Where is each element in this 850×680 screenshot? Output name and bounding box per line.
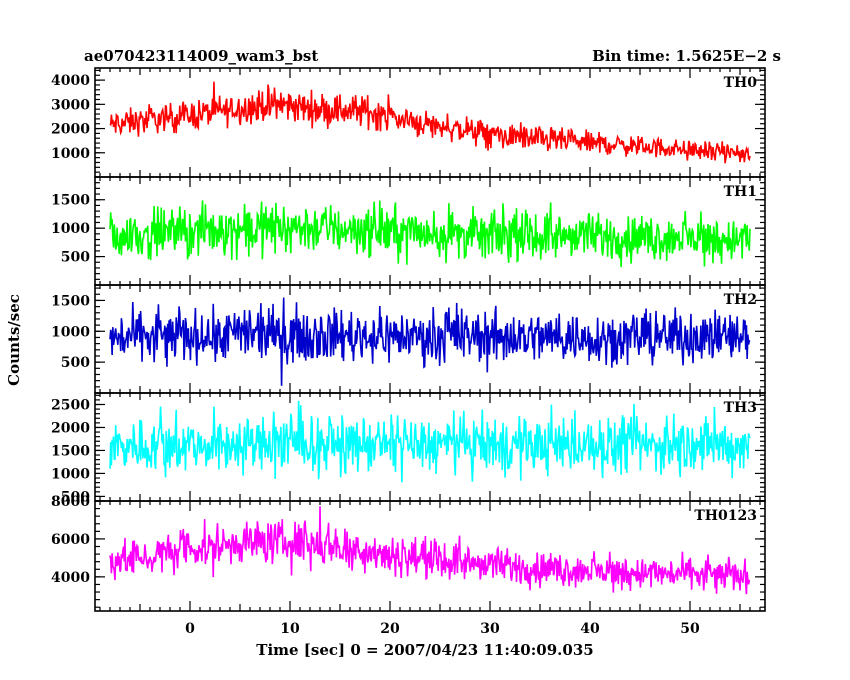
panel-label-th2: TH2 xyxy=(724,292,757,308)
x-axis-label: Time [sec] 0 = 2007/04/23 11:40:09.035 xyxy=(256,641,593,659)
y-tick-label: 2000 xyxy=(51,420,90,436)
chart-title: ae070423114009_wam3_bst xyxy=(84,47,318,65)
series-line-th0 xyxy=(109,81,751,164)
x-tick-label: 10 xyxy=(280,621,300,637)
x-tick-label: 30 xyxy=(480,621,500,637)
y-tick-label: 2000 xyxy=(51,122,90,138)
x-tick-label: 0 xyxy=(185,621,195,637)
y-tick-label: 1000 xyxy=(51,466,90,482)
x-tick-label: 50 xyxy=(680,621,700,637)
panel-label-th0123: TH0123 xyxy=(694,508,757,524)
y-tick-label: 4000 xyxy=(51,570,90,586)
y-tick-label: 6000 xyxy=(51,532,90,548)
y-tick-label: 3000 xyxy=(51,97,90,113)
y-tick-label: 1500 xyxy=(51,443,90,459)
y-tick-label: 1500 xyxy=(51,193,90,209)
y-tick-label: 500 xyxy=(61,355,90,371)
series-line-th2 xyxy=(109,297,751,386)
y-axis-label: Counts/sec xyxy=(5,294,23,386)
y-tick-label: 4000 xyxy=(51,73,90,89)
y-tick-label: 8000 xyxy=(51,494,90,510)
panel-label-th1: TH1 xyxy=(724,184,757,200)
y-tick-label: 1000 xyxy=(51,146,90,162)
y-tick-label: 1000 xyxy=(51,324,90,340)
y-tick-label: 500 xyxy=(61,250,90,266)
bin-time-label: Bin time: 1.5625E−2 s xyxy=(592,47,781,65)
panel-label-th3: TH3 xyxy=(724,400,757,416)
x-tick-label: 20 xyxy=(380,621,400,637)
panels-group: TH01000200030004000TH150010001500TH25001… xyxy=(51,67,766,637)
x-tick-label: 40 xyxy=(580,621,600,637)
y-tick-label: 1000 xyxy=(51,221,90,237)
y-tick-label: 2500 xyxy=(51,397,90,413)
y-tick-label: 1500 xyxy=(51,293,90,309)
series-line-th3 xyxy=(109,400,751,483)
y-tick-label: 500 xyxy=(61,489,90,505)
panel-label-th0: TH0 xyxy=(724,75,758,91)
series-line-th0123 xyxy=(109,506,751,595)
series-line-th1 xyxy=(109,200,751,268)
